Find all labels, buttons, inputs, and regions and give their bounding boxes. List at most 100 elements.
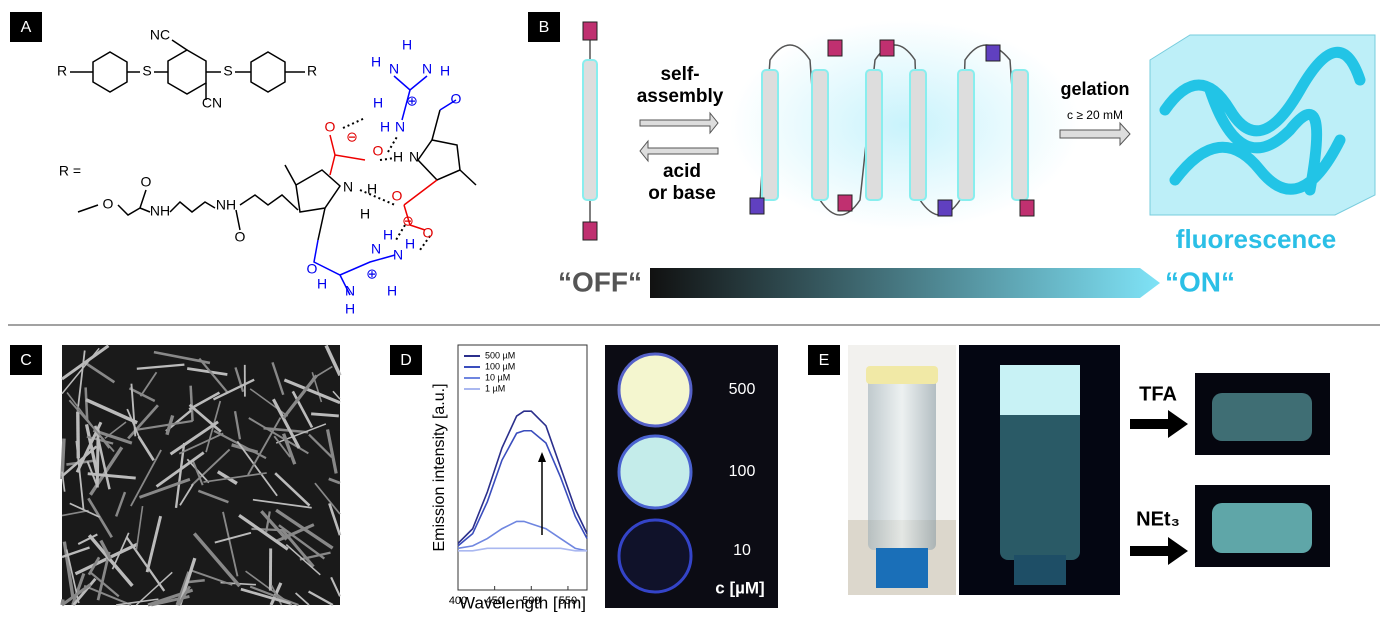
fiber <box>238 513 289 551</box>
atom-label: NH <box>216 197 236 213</box>
legend-entry: 1 µM <box>485 383 505 393</box>
arrow <box>1059 121 1131 147</box>
fiber <box>324 344 342 377</box>
fiber <box>87 534 134 587</box>
fiber <box>271 398 301 449</box>
atom-label: O <box>325 119 336 135</box>
x-axis-label: Wavelength [nm] <box>459 593 586 612</box>
fiber <box>61 445 98 478</box>
atom-label: ⊖ <box>346 129 358 145</box>
photo-label: 10 <box>733 542 751 559</box>
fiber <box>192 532 241 588</box>
gradient-bar <box>650 268 1160 298</box>
fiber <box>115 598 159 606</box>
arrow <box>1130 410 1188 438</box>
fiber <box>114 491 127 517</box>
fiber <box>174 442 186 509</box>
fiber <box>252 498 312 509</box>
fiber <box>260 510 288 541</box>
fiber <box>127 404 159 440</box>
panel-label: B <box>539 19 550 36</box>
fiber <box>285 543 321 576</box>
structure <box>70 39 477 296</box>
fiber <box>247 417 282 476</box>
fiber <box>125 536 166 592</box>
atom-label: N <box>345 283 355 299</box>
annotation: “OFF“ <box>558 266 642 297</box>
atom-label: H <box>345 301 355 317</box>
atom-label: H <box>317 276 327 292</box>
atom-label: ⊖ <box>402 213 414 229</box>
vial <box>1212 393 1312 441</box>
fiber <box>332 390 341 400</box>
fiber <box>291 390 314 429</box>
cap <box>1014 555 1066 585</box>
fiber <box>138 477 191 499</box>
atom-label: N <box>371 241 381 257</box>
fiber <box>135 505 144 551</box>
fiber <box>137 435 155 462</box>
annotation: “ON“ <box>1165 266 1235 297</box>
label-box <box>808 345 840 375</box>
annotation: c ≥ 20 mM <box>1067 108 1123 122</box>
plot-frame <box>457 344 588 591</box>
reagent: NEt₃ <box>1136 508 1180 530</box>
fiber <box>278 524 326 560</box>
atom-label: N <box>409 149 419 165</box>
vial-glow <box>1000 365 1080 415</box>
panel-label: A <box>21 19 32 36</box>
atom-label: O <box>235 229 246 245</box>
fiber <box>69 502 101 518</box>
atom-label: H <box>373 95 383 111</box>
fiber <box>325 429 338 474</box>
legend-entry: 100 µM <box>485 361 515 371</box>
atom-label: S <box>142 63 151 79</box>
fiber <box>197 489 229 504</box>
fiber <box>263 426 309 434</box>
annotation: acid <box>663 161 701 182</box>
fiber <box>314 482 341 515</box>
reagent: TFA <box>1139 383 1177 405</box>
atom-label: N <box>422 61 432 77</box>
label-box <box>10 12 42 42</box>
cuvette <box>617 518 693 594</box>
cuvette <box>617 352 693 428</box>
atom-label: O <box>392 188 403 204</box>
label-box <box>10 345 42 375</box>
atom-label: O <box>307 261 318 277</box>
gel-cube <box>1149 34 1376 216</box>
x-tick-label: 500 <box>522 595 540 607</box>
fiber <box>234 367 245 393</box>
fiber <box>145 515 163 573</box>
line <box>457 429 588 547</box>
fiber <box>169 420 219 456</box>
fiber <box>203 472 267 483</box>
fiber <box>271 361 285 396</box>
hairpin-assembly <box>582 30 1029 230</box>
fiber <box>153 350 211 365</box>
fiber <box>189 385 194 422</box>
vial <box>868 370 936 550</box>
atom-label: O <box>451 91 462 107</box>
fiber <box>188 403 222 433</box>
fiber <box>96 551 111 601</box>
atom-label: O <box>103 196 114 212</box>
legend-entry: 10 µM <box>485 372 510 382</box>
fiber <box>61 583 92 607</box>
label-box <box>528 12 560 42</box>
fiber <box>77 533 98 545</box>
fiber <box>311 412 339 418</box>
fiber <box>61 546 90 559</box>
fiber <box>84 387 89 420</box>
fiber <box>295 592 310 606</box>
atom-label: N <box>343 179 353 195</box>
cuvette <box>617 434 693 510</box>
arrow <box>1130 537 1188 565</box>
fiber <box>307 590 334 607</box>
fiber <box>99 539 112 560</box>
fiber <box>85 398 138 425</box>
fiber <box>135 419 193 432</box>
fiber <box>240 587 291 605</box>
atom-label: ⊕ <box>406 93 418 109</box>
